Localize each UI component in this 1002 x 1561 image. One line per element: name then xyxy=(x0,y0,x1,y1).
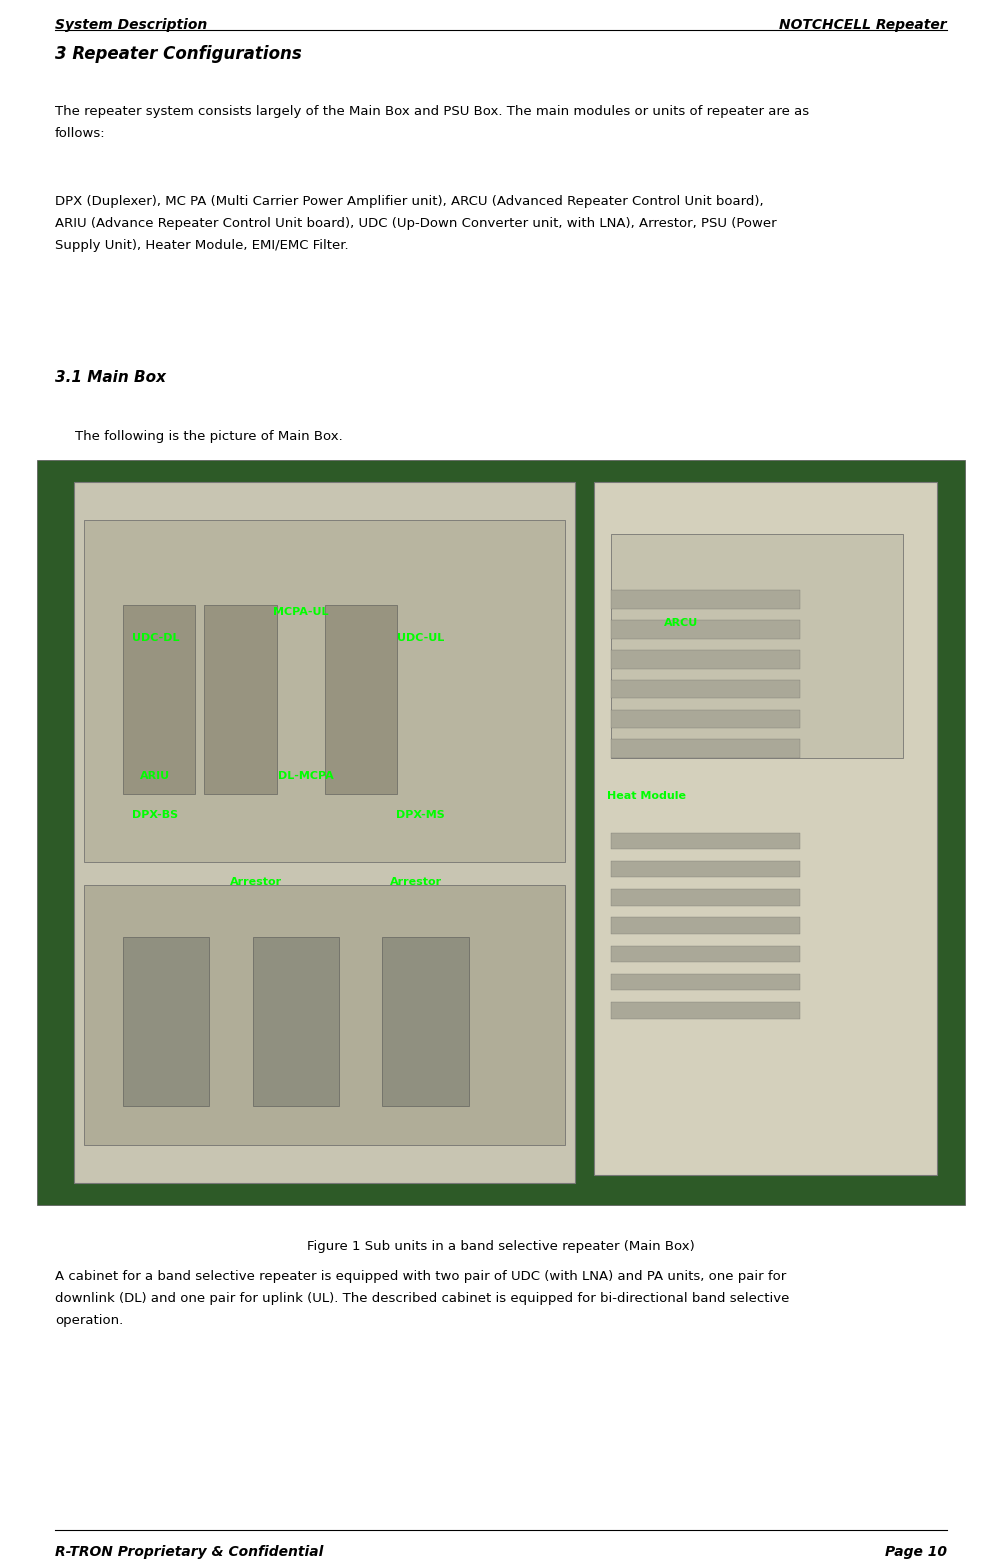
Bar xyxy=(204,606,277,793)
Text: UDC-DL: UDC-DL xyxy=(131,634,179,643)
Text: Arrestor: Arrestor xyxy=(390,877,442,887)
Text: Arrestor: Arrestor xyxy=(229,877,282,887)
Bar xyxy=(84,885,565,1146)
Bar xyxy=(611,679,800,698)
Text: Heat Module: Heat Module xyxy=(607,791,685,801)
Bar xyxy=(594,482,937,1175)
Bar xyxy=(611,534,903,759)
Bar xyxy=(37,460,965,1205)
Bar xyxy=(611,832,800,849)
Text: Figure 1 Sub units in a band selective repeater (Main Box): Figure 1 Sub units in a band selective r… xyxy=(308,1239,694,1253)
Bar xyxy=(611,890,800,905)
Text: 3.1 Main Box: 3.1 Main Box xyxy=(55,370,166,386)
Bar xyxy=(611,590,800,609)
Bar xyxy=(611,918,800,933)
Text: A cabinet for a band selective repeater is equipped with two pair of UDC (with L: A cabinet for a band selective repeater … xyxy=(55,1271,790,1327)
Text: DPX (Duplexer), MC PA (Multi Carrier Power Amplifier unit), ARCU (Advanced Repea: DPX (Duplexer), MC PA (Multi Carrier Pow… xyxy=(55,195,777,251)
Bar xyxy=(122,606,194,793)
Bar xyxy=(325,606,397,793)
Text: ARIU: ARIU xyxy=(140,771,170,780)
Text: R-TRON Proprietary & Confidential: R-TRON Proprietary & Confidential xyxy=(55,1545,324,1559)
Bar xyxy=(383,937,469,1107)
Bar xyxy=(611,710,800,727)
Bar xyxy=(611,649,800,668)
Text: Page 10: Page 10 xyxy=(885,1545,947,1559)
Text: DPX-BS: DPX-BS xyxy=(132,810,178,820)
Text: 3 Repeater Configurations: 3 Repeater Configurations xyxy=(55,45,302,62)
Text: DL-MCPA: DL-MCPA xyxy=(278,771,334,780)
Bar xyxy=(611,946,800,962)
Text: The repeater system consists largely of the Main Box and PSU Box. The main modul: The repeater system consists largely of … xyxy=(55,105,810,140)
Text: UDC-UL: UDC-UL xyxy=(397,634,445,643)
Text: DPX-MS: DPX-MS xyxy=(397,810,445,820)
Bar xyxy=(611,740,800,759)
Bar xyxy=(84,520,565,862)
Text: System Description: System Description xyxy=(55,19,207,31)
Bar xyxy=(253,937,339,1107)
Bar xyxy=(611,1002,800,1019)
Bar xyxy=(74,482,575,1183)
Bar xyxy=(611,860,800,877)
Text: The following is the picture of Main Box.: The following is the picture of Main Box… xyxy=(75,429,343,443)
Text: ARCU: ARCU xyxy=(664,618,698,628)
Bar xyxy=(122,937,209,1107)
Bar xyxy=(611,974,800,990)
Bar xyxy=(611,620,800,638)
Text: MCPA-UL: MCPA-UL xyxy=(273,607,329,617)
Text: NOTCHCELL Repeater: NOTCHCELL Repeater xyxy=(780,19,947,31)
